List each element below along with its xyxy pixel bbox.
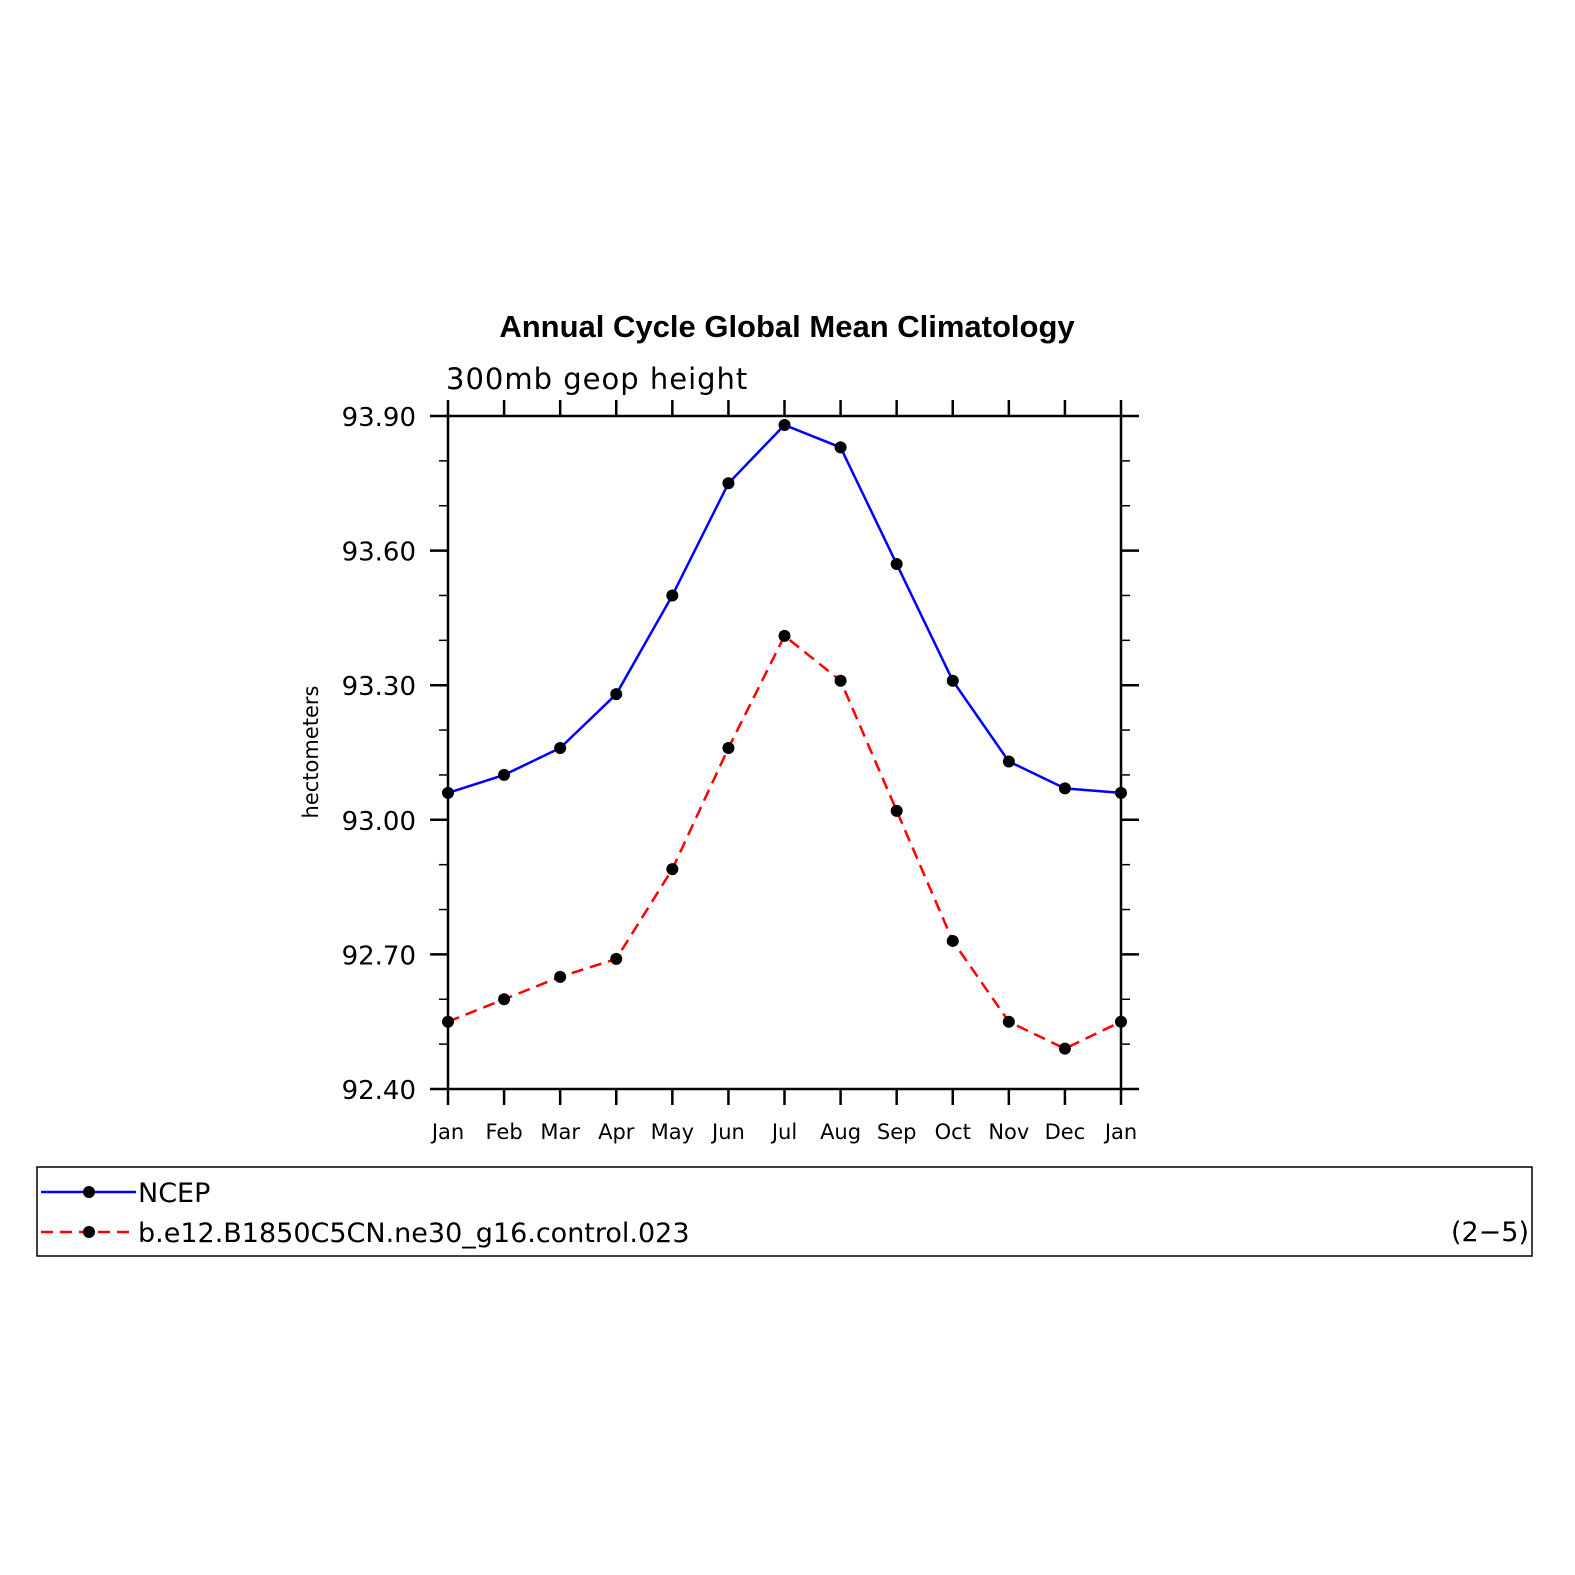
legend-box [36,1166,1533,1257]
series-1-point [1002,1015,1015,1028]
y-tick-label: 92.40 [342,1076,416,1106]
y-axis-label: hectometers [299,686,323,819]
series-1-point [778,629,791,642]
series-1-point [834,674,847,687]
series-layer [442,418,1127,1055]
series-0-point [778,418,791,431]
x-tick-label: Aug [820,1120,861,1144]
chart-subtitle: 300mb geop height [446,362,748,396]
series-1-point [1058,1042,1071,1055]
x-tick-label: Sep [877,1120,917,1144]
y-tick-label: 93.60 [342,538,416,568]
series-0-point [554,742,567,755]
series-0-point [890,558,903,571]
x-tick-label: Feb [485,1120,522,1144]
series-line-1 [447,633,1122,1051]
series-1-point [554,970,567,983]
series-0-point [442,786,454,799]
series-1-point [946,934,959,947]
y-tick-label: 93.30 [342,672,416,702]
legend-label-1: b.e12.B1850C5CN.ne30_g16.control.023 [138,1218,690,1249]
chart-title: Annual Cycle Global Mean Climatology [499,309,1075,344]
series-0-point [498,768,511,781]
x-tick-label: Oct [935,1120,971,1144]
series-1-point [442,1015,454,1028]
x-tick-label: May [651,1120,694,1144]
legend: NCEP b.e12.B1850C5CN.ne30_g16.control.023 [41,1178,690,1249]
x-tick-label: Jan [1103,1120,1137,1144]
x-tick-label: Dec [1045,1120,1086,1144]
series-0-point [722,477,735,490]
series-1-point [890,804,903,817]
series-0-point [1058,782,1071,795]
axis-tick-labels: Jan Feb Mar Apr May Jun Jul Aug Sep Oct Nov Dec Jan 9… [342,403,1138,1144]
axis-ticks [430,400,1139,1105]
series-1-point [1115,1015,1127,1028]
series-0-point [1002,755,1015,768]
x-tick-label: Jul [770,1120,797,1144]
series-0-point [1115,786,1127,799]
x-tick-label: Jan [430,1120,464,1144]
x-tick-label: Apr [598,1120,635,1144]
legend-note: (2−5) [1451,1217,1529,1248]
legend-marker-1 [83,1226,95,1238]
series-0-point [610,688,623,701]
series-1-point [610,952,623,965]
series-0-point [834,441,847,454]
y-tick-label: 92.70 [342,941,416,971]
series-1-point [498,993,511,1006]
legend-label-0: NCEP [138,1178,210,1209]
series-1-point [666,863,679,876]
series-1-point [722,742,735,755]
series-0-point [666,589,679,602]
series-line-0 [447,423,1122,795]
series-0-point [946,674,959,687]
y-tick-label: 93.90 [342,403,416,433]
legend-marker-0 [83,1186,95,1198]
y-tick-label: 93.00 [342,807,416,837]
x-tick-label: Nov [988,1120,1029,1144]
x-tick-label: Jun [710,1120,745,1144]
x-tick-label: Mar [540,1120,580,1144]
